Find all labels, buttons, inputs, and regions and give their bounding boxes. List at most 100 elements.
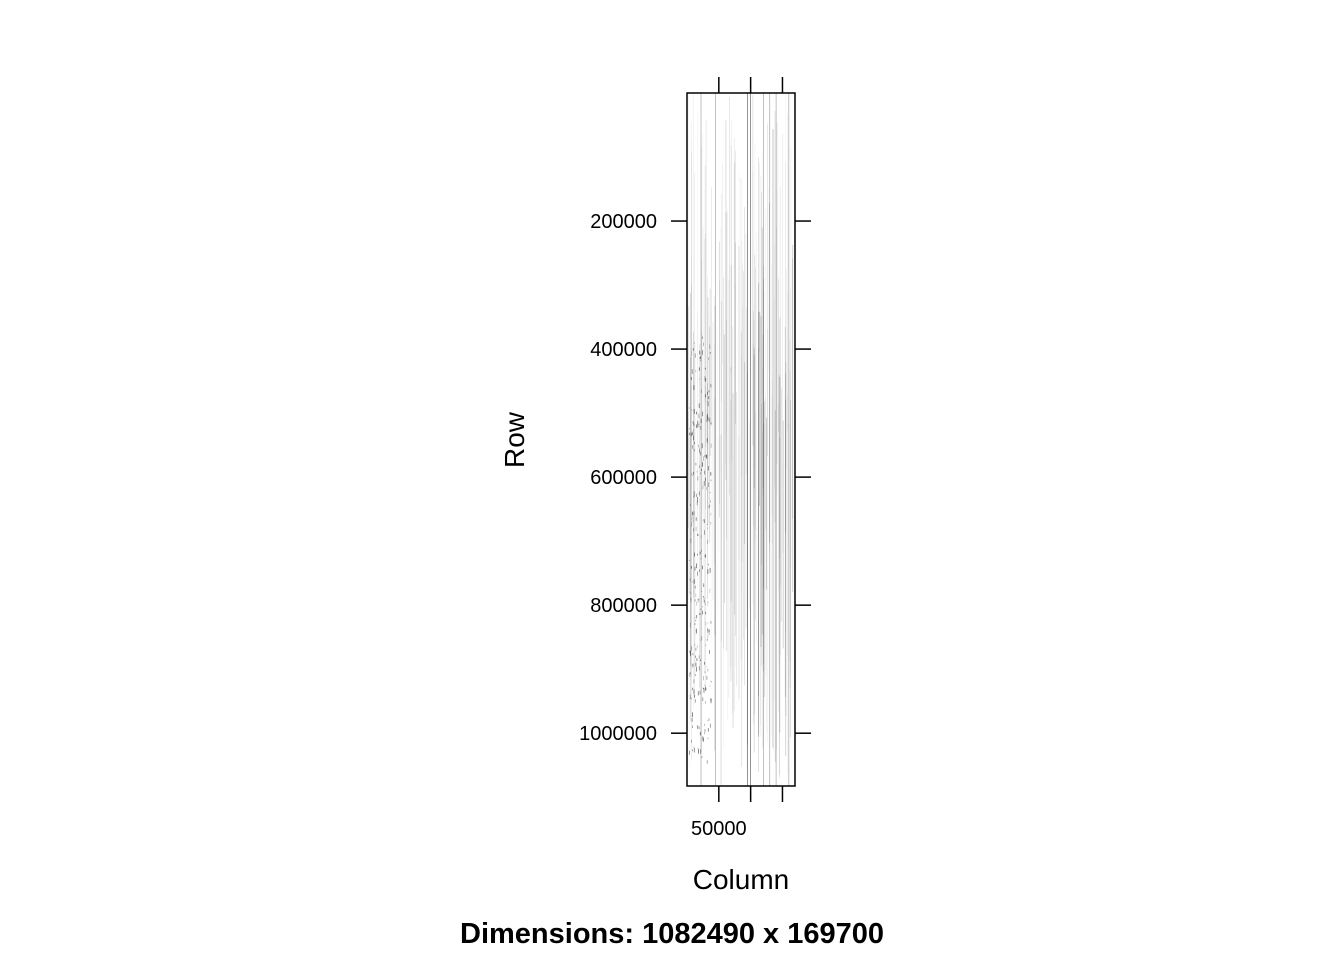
nonzero-entry: [706, 454, 708, 458]
nonzero-entry: [710, 700, 712, 702]
nonzero-entry: [692, 749, 693, 752]
nonzero-entry: [693, 679, 695, 684]
nonzero-entry: [698, 655, 700, 659]
nonzero-entry: [700, 418, 702, 424]
nonzero-entry: [703, 600, 705, 603]
nonzero-entry: [695, 462, 697, 466]
nonzero-entry: [692, 664, 694, 669]
nonzero-entry: [693, 491, 695, 496]
nonzero-entry: [710, 383, 712, 388]
nonzero-entry: [694, 623, 696, 625]
nonzero-entry: [707, 601, 709, 604]
nonzero-entry: [697, 553, 698, 556]
nonzero-entry: [690, 504, 691, 506]
nonzero-entry: [698, 413, 700, 419]
nonzero-entry: [691, 717, 693, 722]
nonzero-entry: [692, 519, 694, 523]
nonzero-entry: [709, 417, 711, 423]
nonzero-entry: [699, 350, 700, 354]
nonzero-entry: [705, 611, 707, 615]
nonzero-entry: [710, 472, 712, 476]
nonzero-entry: [702, 736, 704, 741]
nonzero-entry: [698, 726, 700, 730]
y-tick-label: 1000000: [579, 723, 657, 745]
y-axis-title: Row: [499, 411, 530, 468]
nonzero-entry: [710, 443, 712, 448]
nonzero-entry: [694, 599, 696, 602]
nonzero-entry: [697, 424, 699, 428]
nonzero-entry: [709, 567, 711, 573]
nonzero-entry: [691, 518, 693, 520]
nonzero-entry: [690, 672, 691, 674]
nonzero-entry: [694, 617, 696, 619]
nonzero-entry: [706, 419, 708, 423]
nonzero-entry: [699, 569, 700, 572]
nonzero-entry: [701, 756, 703, 758]
nonzero-entry: [690, 597, 692, 603]
nonzero-entry: [701, 590, 703, 592]
nonzero-entry: [707, 668, 709, 672]
nonzero-entry: [710, 723, 711, 728]
nonzero-entry: [696, 424, 697, 428]
nonzero-entry: [705, 644, 707, 646]
nonzero-entry: [690, 538, 692, 544]
nonzero-entry: [699, 465, 700, 468]
nonzero-entry: [708, 563, 709, 566]
nonzero-entry: [705, 688, 707, 690]
nonzero-entry: [703, 583, 705, 587]
nonzero-entry: [689, 432, 691, 436]
nonzero-entry: [698, 599, 700, 601]
nonzero-entry: [706, 438, 708, 442]
nonzero-entry: [699, 448, 700, 453]
nonzero-entry: [699, 551, 701, 555]
nonzero-entry: [707, 392, 708, 395]
nonzero-entry: [692, 712, 693, 718]
nonzero-entry: [694, 643, 696, 646]
nonzero-entry: [704, 454, 706, 458]
x-axis: 50000: [691, 77, 784, 840]
nonzero-entry: [691, 432, 692, 437]
nonzero-entry: [696, 471, 698, 473]
nonzero-entry: [700, 557, 702, 560]
nonzero-entry: [706, 638, 708, 641]
nonzero-entry: [691, 566, 692, 569]
nonzero-entry: [690, 377, 692, 380]
nonzero-entry: [702, 350, 703, 355]
nonzero-entry: [700, 749, 701, 754]
nonzero-entry: [696, 493, 697, 497]
nonzero-entry: [700, 426, 702, 430]
nonzero-entry: [692, 471, 694, 475]
nonzero-entry: [692, 516, 694, 520]
nonzero-entry: [697, 747, 699, 750]
nonzero-entry: [691, 369, 693, 374]
nonzero-entry: [702, 606, 703, 608]
nonzero-entry: [707, 401, 709, 407]
nonzero-entry: [702, 485, 704, 490]
nonzero-entry: [697, 725, 698, 729]
nonzero-entry: [697, 476, 699, 481]
nonzero-entry: [707, 728, 709, 732]
nonzero-entry: [695, 647, 697, 651]
nonzero-entry: [707, 466, 709, 471]
nonzero-entry: [697, 420, 699, 425]
x-tick-label: 50000: [691, 818, 747, 840]
matrix-image: [687, 93, 794, 786]
nonzero-entry: [709, 492, 711, 493]
nonzero-entry: [708, 390, 710, 393]
nonzero-entry: [702, 519, 704, 521]
nonzero-entry: [696, 424, 698, 428]
nonzero-entry: [702, 336, 703, 339]
nonzero-entry: [704, 661, 705, 665]
nonzero-entry: [689, 407, 690, 409]
nonzero-entry: [691, 409, 693, 412]
nonzero-entry: [709, 685, 711, 687]
nonzero-entry: [691, 475, 693, 477]
nonzero-entry: [704, 729, 706, 733]
nonzero-entry: [705, 701, 706, 704]
nonzero-entry: [705, 378, 707, 382]
nonzero-entry: [699, 351, 701, 355]
nonzero-entry: [709, 650, 710, 654]
nonzero-entry: [694, 585, 696, 589]
nonzero-entry: [707, 539, 708, 544]
nonzero-entry: [707, 417, 709, 421]
